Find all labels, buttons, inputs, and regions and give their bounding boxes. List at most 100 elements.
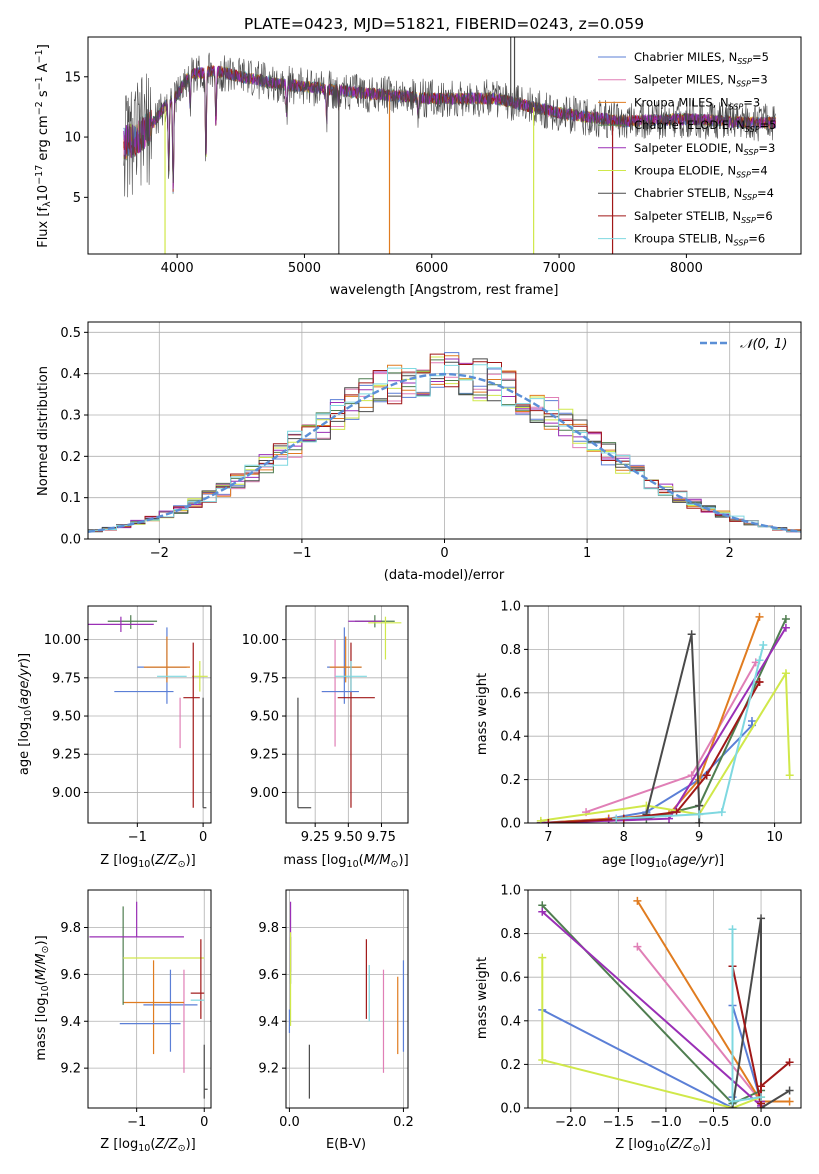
massweight-marker — [759, 641, 768, 650]
y-tick-label: 1.0 — [500, 600, 521, 615]
massweight-marker — [538, 1056, 547, 1065]
y-tick-label: 0.5 — [60, 326, 81, 341]
y-tick-label: 0.2 — [60, 450, 81, 465]
axes-frame — [87, 889, 212, 1109]
errorbar-point-kroupa_elodie — [191, 661, 208, 692]
plot-area — [538, 896, 794, 1108]
legend-text: Kroupa MILES, N — [634, 95, 729, 109]
spectrum-legend: Chabrier MILES, NSSP=5 Salpeter MILES, N S… — [598, 50, 776, 248]
x-tick-label: −1.0 — [650, 1115, 682, 1130]
legend-label-chabrier_elodie: Chabrier ELODIE, NSSP=5 — [634, 118, 776, 134]
errorbar-point-salpeter_elodie — [88, 616, 154, 632]
x-tick-label: 0 — [199, 830, 207, 845]
errorbar-point-chabrier_stelib — [202, 697, 207, 809]
massweight-vs-age-panel: 7 8 9 10 0.0 0.2 0.4 0.6 0.8 1.0 age [log10(age/y… — [475, 600, 802, 870]
legend-text: Salpeter MILES, N — [634, 73, 736, 87]
x-tick-label: 10 — [766, 830, 783, 845]
legend-subscript: SSP — [741, 216, 756, 225]
ageM-xlabel: mass [log10(M/M⊙)] — [283, 853, 408, 870]
axes-frame — [87, 605, 212, 824]
massweight-marker — [781, 615, 790, 624]
plot-area — [89, 901, 208, 1099]
legend-suffix: =3 — [743, 95, 760, 109]
x-tick-label: 1 — [583, 546, 591, 561]
y-tick-label: 0.4 — [500, 1014, 521, 1029]
y-tick-label: 9.25 — [52, 748, 81, 763]
legend-label-normal: 𝒩(0, 1) — [740, 337, 787, 352]
errorbar-point-kroupa_miles — [329, 636, 362, 683]
massweight-marker — [544, 819, 553, 823]
massZ-xlabel: Z [log10(Z/Z⊙)] — [100, 1137, 195, 1154]
massZ-ylabel: mass [log10(M/M⊙)] — [34, 935, 51, 1060]
massweight-marker — [755, 612, 764, 621]
legend-subscript: SSP — [736, 171, 751, 180]
legend-subscript: SSP — [745, 125, 760, 134]
x-tick-label: 6000 — [415, 261, 448, 276]
legend-suffix: =4 — [751, 164, 768, 178]
x-tick-label: 9.50 — [334, 830, 363, 845]
y-tick-label: 10.00 — [44, 633, 81, 648]
massweight-marker — [781, 623, 790, 632]
x-tick-label: −1 — [292, 546, 311, 561]
massweight-marker — [538, 907, 547, 916]
residuals-xlabel: (data-model)/error — [384, 568, 505, 583]
x-tick-label: 5000 — [288, 261, 321, 276]
grid-lines — [286, 606, 408, 823]
axes-frame — [527, 605, 802, 824]
x-tick-label: −2.0 — [555, 1115, 587, 1130]
legend-text: Kroupa ELODIE, N — [634, 164, 736, 178]
x-tick-label: 0.0 — [751, 1115, 772, 1130]
y-tick-label: 5 — [73, 191, 81, 206]
massweight-line-kroupa_elodie — [541, 957, 762, 1108]
massweight-marker — [717, 808, 726, 817]
x-tick-label: 2 — [726, 546, 734, 561]
axes-frame — [87, 36, 802, 255]
histogram-kroupa_stelib — [88, 364, 801, 534]
legend-label-chabrier_miles: Chabrier MILES, NSSP=5 — [634, 50, 769, 66]
x-tick-label: −1.5 — [603, 1115, 635, 1130]
mwZ-ylabel: mass weight — [475, 957, 490, 1039]
y-tick-label: 0.1 — [60, 491, 81, 506]
x-tick-label: 9.25 — [301, 830, 330, 845]
y-tick-label: 0.2 — [500, 1058, 521, 1073]
legend-subscript: SSP — [744, 148, 759, 157]
x-tick-label: 8000 — [670, 261, 703, 276]
y-tick-label: 0.4 — [60, 367, 81, 382]
errorbar-point-kroupa_stelib — [335, 661, 367, 692]
legend-text: Kroupa STELIB, N — [634, 232, 734, 246]
legend-label-salpeter_stelib: Salpeter STELIB, NSSP=6 — [634, 209, 773, 225]
legend-suffix: =4 — [757, 186, 774, 200]
axes: −1 0 9.2 9.4 9.6 9.8 — [60, 889, 212, 1130]
massweight-marker — [633, 942, 642, 951]
y-tick-label: 0.3 — [60, 409, 81, 424]
age-vs-mass-panel: 9.25 9.50 9.75 9.00 9.25 9.50 9.75 10.00 mass [… — [242, 605, 409, 870]
massweight-vs-metallicity-panel: −2.0 −1.5 −1.0 −0.5 0.0 0.0 0.2 0.4 0.6 0.8 1.0 Z … — [475, 884, 802, 1154]
y-tick-label: 0.0 — [500, 1102, 521, 1117]
x-tick-label: 8 — [620, 830, 628, 845]
massweight-marker — [536, 816, 545, 823]
errorbar-point-kroupa_miles — [123, 960, 184, 1055]
y-tick-label: 9.6 — [258, 968, 279, 983]
y-tick-label: 9.50 — [250, 710, 279, 725]
axes: −1 0 9.00 9.25 9.50 9.75 10.00 — [44, 605, 212, 845]
legend-suffix: =6 — [748, 232, 765, 246]
plot-area — [123, 37, 776, 254]
legend-label-kroupa_stelib: Kroupa STELIB, NSSP=6 — [634, 232, 765, 248]
axes: −2 −1 0 1 2 0.0 0.1 0.2 0.3 0.4 0.5 𝒩(0, 1) — [60, 321, 802, 561]
plot-area — [288, 901, 405, 1099]
mass-vs-extinction-panel: 0.0 0.2 9.2 9.4 9.6 9.8 E(B-V) — [258, 889, 414, 1152]
ageZ-ylabel: age [log10(age/yr)] — [17, 653, 34, 775]
massweight-marker — [633, 896, 642, 905]
massweight-marker — [687, 630, 696, 639]
y-tick-label: 9.75 — [250, 671, 279, 686]
y-tick-label: 0.2 — [500, 773, 521, 788]
spectrum-title: PLATE=0423, MJD=51821, FIBERID=0243, z=0… — [244, 15, 644, 33]
ageZ-xlabel: Z [log10(Z/Z⊙)] — [100, 853, 195, 870]
mass-vs-metallicity-panel: −1 0 9.2 9.4 9.6 9.8 Z [log10(Z/Z⊙)] mass [lo… — [34, 889, 212, 1154]
plot-area — [536, 612, 794, 823]
massweight-marker — [785, 1058, 794, 1067]
errorbar-point-salpeter_stelib — [183, 642, 200, 808]
legend-text: Salpeter ELODIE, N — [634, 141, 744, 155]
mwZ-xlabel: Z [log10(Z/Z⊙)] — [615, 1137, 710, 1154]
y-tick-label: 15 — [64, 70, 81, 85]
